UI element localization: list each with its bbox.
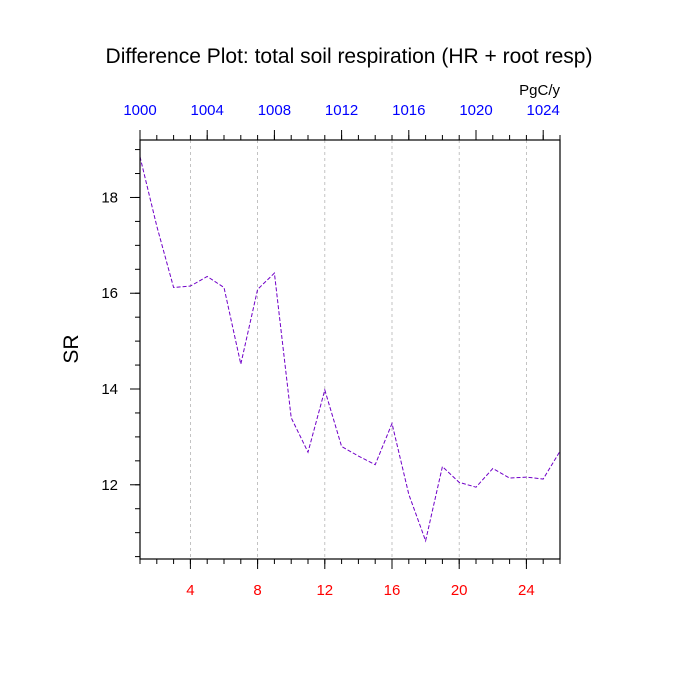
units-label: PgC/y bbox=[519, 82, 560, 99]
series-line bbox=[139, 156, 561, 543]
x-tick-label-top: 1020 bbox=[459, 102, 492, 119]
x-tick-label-top: 1024 bbox=[527, 102, 560, 119]
y-tick-label: 12 bbox=[101, 477, 118, 494]
y-axis-label: SR bbox=[60, 334, 83, 363]
x-tick-label-top: 1012 bbox=[325, 102, 358, 119]
x-tick-label-top: 1016 bbox=[392, 102, 425, 119]
x-tick-label-bottom: 12 bbox=[316, 582, 333, 599]
chart-title: Difference Plot: total soil respiration … bbox=[106, 45, 593, 68]
x-tick-label-bottom: 16 bbox=[384, 582, 401, 599]
x-tick-label-top: 1008 bbox=[258, 102, 291, 119]
tick-labels: 4 8 12 16 20 24 1000 1004 1008 1012 1016 1020 1024 12… bbox=[101, 102, 560, 599]
tick-marks bbox=[130, 130, 561, 569]
x-tick-label-top: 1004 bbox=[191, 102, 224, 119]
y-tick-label: 14 bbox=[101, 381, 118, 398]
plot-frame bbox=[139, 139, 561, 560]
x-tick-label-top: 1000 bbox=[123, 102, 156, 119]
x-tick-label-bottom: 24 bbox=[518, 582, 535, 599]
y-tick-label: 16 bbox=[101, 285, 118, 302]
x-tick-label-bottom: 4 bbox=[186, 582, 194, 599]
x-tick-label-bottom: 20 bbox=[451, 582, 468, 599]
grid-lines bbox=[189, 140, 527, 559]
x-tick-label-bottom: 8 bbox=[253, 582, 261, 599]
y-tick-label: 18 bbox=[101, 189, 118, 206]
